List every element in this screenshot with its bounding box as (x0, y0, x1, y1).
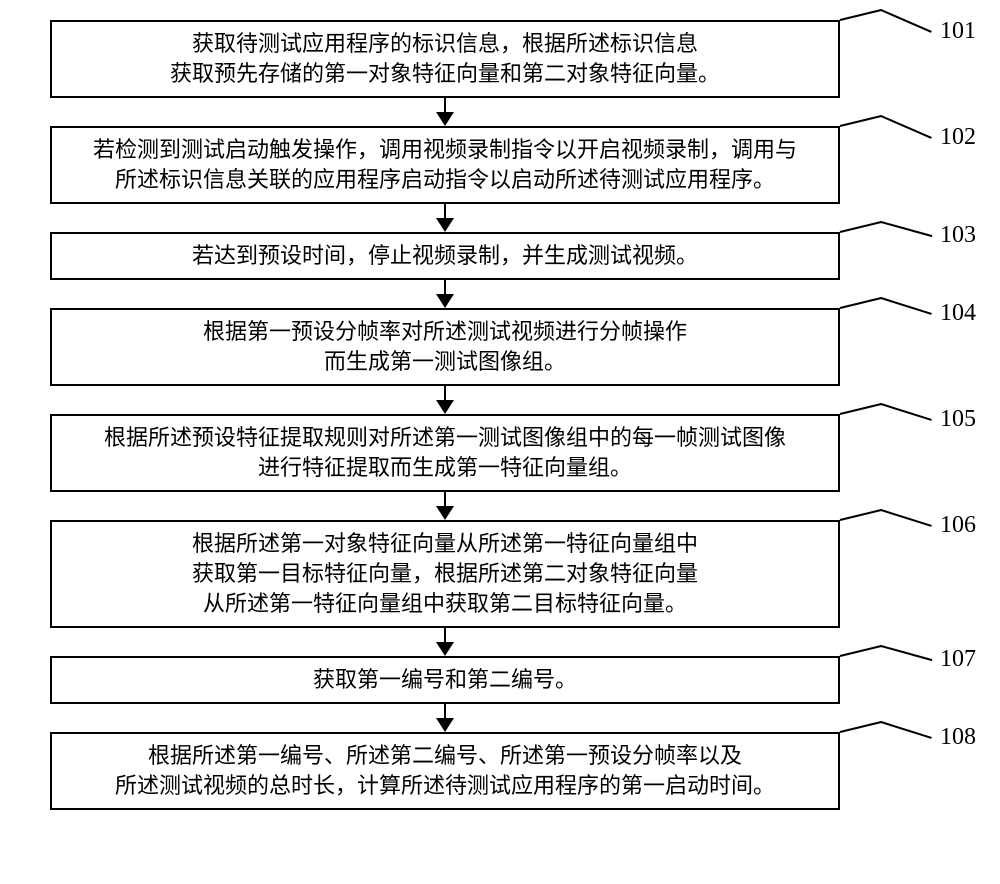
step-108: 根据所述第一编号、所述第二编号、所述第一预设分帧率以及 所述测试视频的总时长，计… (50, 732, 840, 810)
arrow-head-icon (436, 642, 454, 656)
label-107: 107 (940, 646, 976, 673)
step-102: 若检测到测试启动触发操作，调用视频录制指令以开启视频录制，调用与 所述标识信息关… (50, 126, 840, 204)
arrow-106-to-107 (436, 628, 454, 656)
step-102-text: 若检测到测试启动触发操作，调用视频录制指令以开启视频录制，调用与 所述标识信息关… (93, 135, 797, 194)
label-103: 103 (940, 222, 976, 249)
callout-101-seg1 (840, 9, 882, 21)
callout-108-seg1 (840, 721, 882, 733)
step-103-text: 若达到预设时间，停止视频录制，并生成测试视频。 (192, 241, 698, 271)
step-105-text: 根据所述预设特征提取规则对所述第一测试图像组中的每一帧测试图像 进行特征提取而生… (104, 423, 786, 482)
arrow-line (444, 492, 446, 506)
callout-103-seg2 (881, 221, 932, 237)
callout-108-seg2 (881, 721, 932, 739)
callout-105-seg2 (881, 403, 932, 421)
arrow-head-icon (436, 218, 454, 232)
step-105: 根据所述预设特征提取规则对所述第一测试图像组中的每一帧测试图像 进行特征提取而生… (50, 414, 840, 492)
arrow-101-to-102 (436, 98, 454, 126)
step-107: 获取第一编号和第二编号。 (50, 656, 840, 704)
arrow-head-icon (436, 506, 454, 520)
arrow-head-icon (436, 294, 454, 308)
arrow-line (444, 280, 446, 294)
flowchart-canvas: 获取待测试应用程序的标识信息，根据所述标识信息 获取预先存储的第一对象特征向量和… (0, 0, 1000, 884)
arrow-head-icon (436, 718, 454, 732)
callout-107-seg2 (881, 645, 932, 661)
step-107-text: 获取第一编号和第二编号。 (313, 665, 577, 695)
arrow-104-to-105 (436, 386, 454, 414)
arrow-line (444, 98, 446, 112)
step-106-text: 根据所述第一对象特征向量从所述第一特征向量组中 获取第一目标特征向量，根据所述第… (192, 529, 698, 618)
arrow-head-icon (436, 112, 454, 126)
label-104: 104 (940, 300, 976, 327)
arrow-line (444, 386, 446, 400)
step-101-text: 获取待测试应用程序的标识信息，根据所述标识信息 获取预先存储的第一对象特征向量和… (170, 29, 720, 88)
callout-102-seg1 (840, 115, 882, 127)
callout-104-seg1 (840, 297, 882, 309)
arrow-line (444, 704, 446, 718)
arrow-103-to-104 (436, 280, 454, 308)
step-106: 根据所述第一对象特征向量从所述第一特征向量组中 获取第一目标特征向量，根据所述第… (50, 520, 840, 628)
step-103: 若达到预设时间，停止视频录制，并生成测试视频。 (50, 232, 840, 280)
label-108: 108 (940, 724, 976, 751)
callout-104-seg2 (881, 297, 932, 315)
label-102: 102 (940, 124, 976, 151)
callout-107-seg1 (840, 645, 882, 657)
arrow-107-to-108 (436, 704, 454, 732)
arrow-line (444, 628, 446, 642)
callout-101-seg2 (881, 9, 932, 33)
arrow-102-to-103 (436, 204, 454, 232)
arrow-line (444, 204, 446, 218)
label-101: 101 (940, 18, 976, 45)
step-104-text: 根据第一预设分帧率对所述测试视频进行分帧操作 而生成第一测试图像组。 (203, 317, 687, 376)
callout-106-seg1 (840, 509, 882, 521)
callout-106-seg2 (881, 509, 932, 527)
label-106: 106 (940, 512, 976, 539)
callout-105-seg1 (840, 403, 882, 415)
step-101: 获取待测试应用程序的标识信息，根据所述标识信息 获取预先存储的第一对象特征向量和… (50, 20, 840, 98)
label-105: 105 (940, 406, 976, 433)
step-104: 根据第一预设分帧率对所述测试视频进行分帧操作 而生成第一测试图像组。 (50, 308, 840, 386)
step-108-text: 根据所述第一编号、所述第二编号、所述第一预设分帧率以及 所述测试视频的总时长，计… (115, 741, 775, 800)
arrow-105-to-106 (436, 492, 454, 520)
callout-102-seg2 (881, 115, 932, 139)
callout-103-seg1 (840, 221, 882, 233)
arrow-head-icon (436, 400, 454, 414)
